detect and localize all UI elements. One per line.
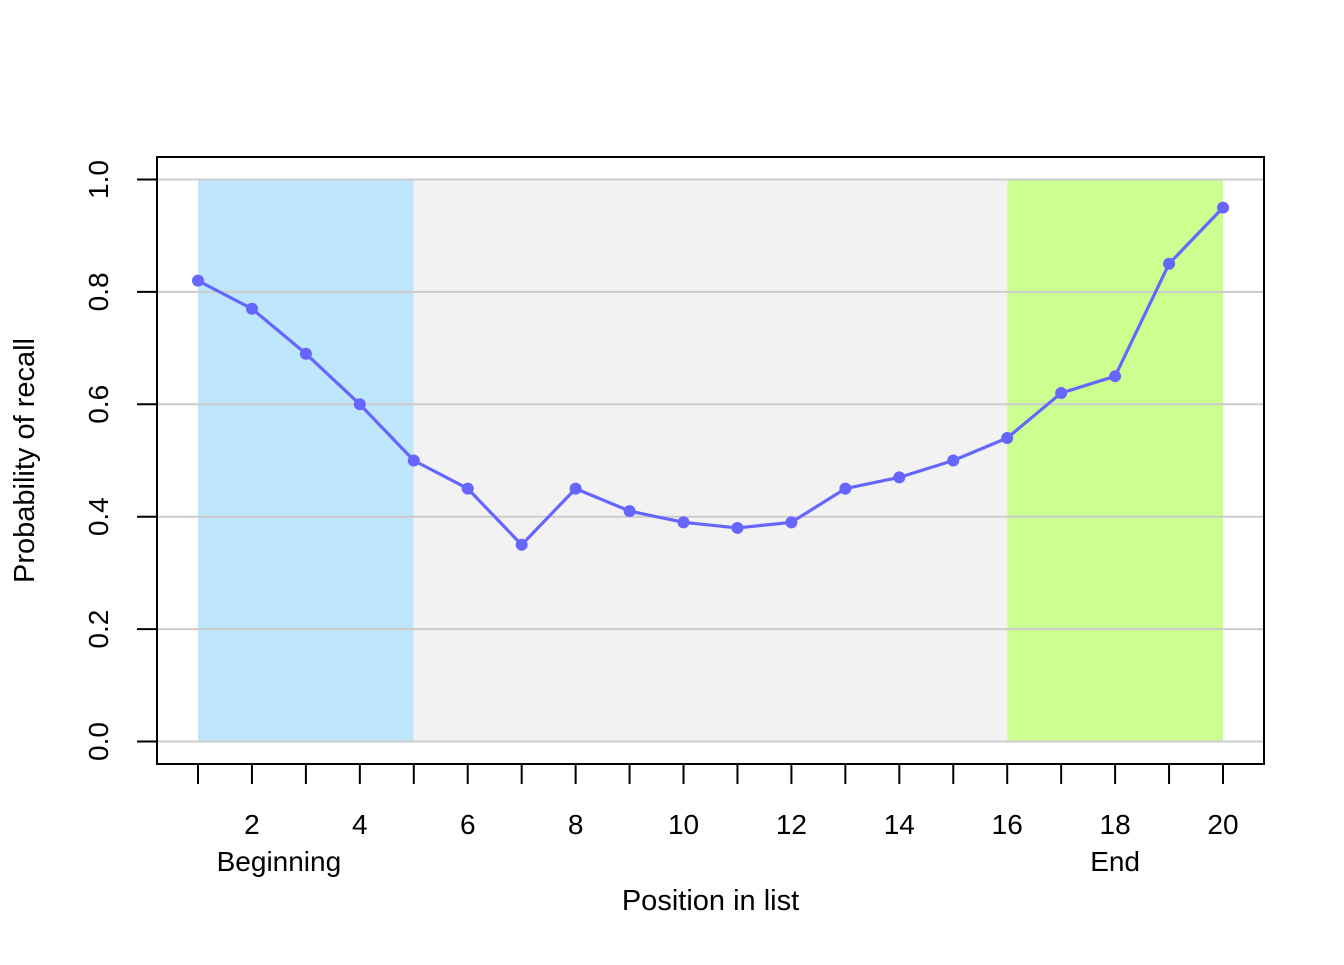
data-series: [192, 201, 1229, 551]
x-tick-label: 10: [668, 809, 699, 840]
x-tick-label: 6: [460, 809, 476, 840]
y-tick-label: 0.2: [83, 610, 114, 649]
y-axis-title: Probability of recall: [9, 338, 41, 583]
data-point: [839, 482, 852, 495]
data-point: [1217, 201, 1229, 214]
x-tick-label: 14: [884, 809, 915, 840]
y-tick-label: 0.8: [83, 272, 114, 311]
data-point: [1055, 387, 1068, 400]
data-point: [1001, 432, 1014, 445]
region-label: End: [1090, 846, 1140, 877]
data-point: [461, 482, 474, 495]
grid-lines: [157, 178, 1264, 743]
y-tick-label: 0.0: [83, 722, 114, 761]
plot-frame: [156, 156, 1265, 765]
region-middle: [413, 179, 1008, 742]
data-point: [569, 482, 582, 495]
data-point: [731, 521, 744, 534]
x-tick-label: 12: [776, 809, 807, 840]
data-point: [1109, 370, 1122, 383]
data-point: [299, 347, 312, 360]
region-label: Beginning: [217, 846, 342, 877]
data-point: [785, 516, 798, 529]
region-beginning: [198, 179, 414, 742]
y-tick-label: 0.4: [83, 497, 114, 536]
data-point: [515, 538, 528, 551]
data-point: [893, 471, 906, 484]
x-axis-title: Position in list: [622, 885, 799, 917]
y-tick-label: 1.0: [83, 160, 114, 199]
data-point: [192, 274, 204, 287]
data-point: [623, 505, 636, 518]
x-tick-label: 8: [568, 809, 584, 840]
x-axis: 2 4 6 8 10 12 14 16 18 20: [197, 764, 1239, 840]
x-tick-label: 20: [1207, 809, 1238, 840]
x-tick-label: 4: [352, 809, 368, 840]
x-tick-label: 16: [992, 809, 1023, 840]
x-tick-label: 2: [244, 809, 260, 840]
y-tick-label: 0.6: [83, 385, 114, 424]
x-tick-label: 18: [1100, 809, 1131, 840]
series-line: [197, 206, 1225, 547]
shaded-regions: [198, 179, 1223, 742]
data-point: [1163, 257, 1176, 270]
data-point: [947, 454, 960, 467]
data-point: [245, 302, 258, 315]
data-point: [353, 398, 366, 411]
data-point: [407, 454, 420, 467]
data-point: [677, 516, 690, 529]
y-axis: 0.0 0.2 0.4 0.6 0.8 1.0: [83, 160, 157, 761]
region-end: [1007, 179, 1223, 742]
region-labels: Beginning End: [217, 846, 1140, 877]
